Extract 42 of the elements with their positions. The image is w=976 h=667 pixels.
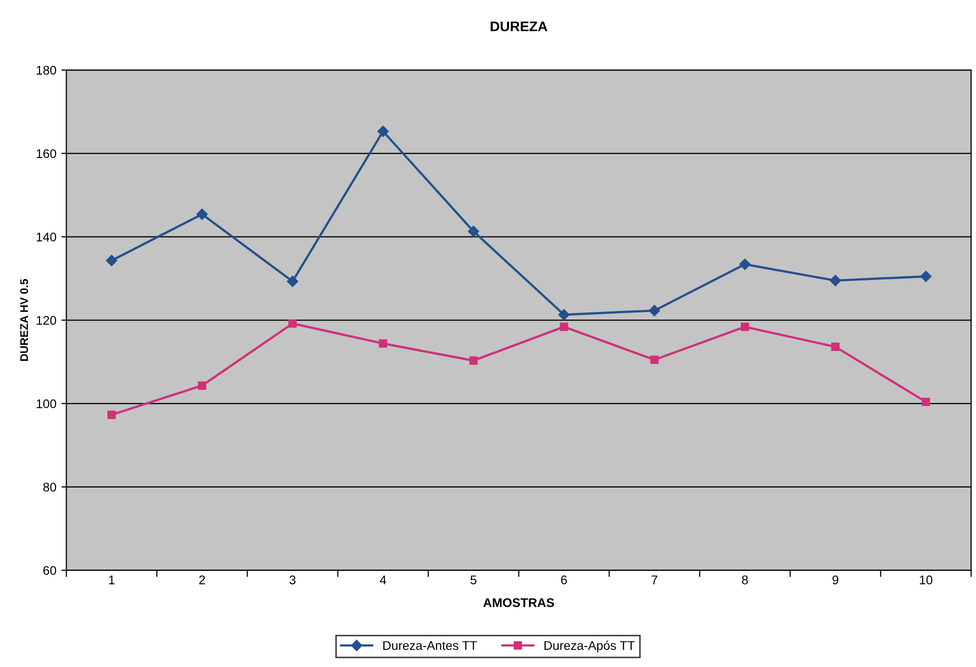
y-tick-label: 80 — [43, 482, 56, 492]
x-tick-label: 3 — [290, 575, 296, 584]
point — [831, 342, 840, 352]
point — [468, 226, 480, 237]
point — [922, 398, 930, 406]
y-tick-label: 180 — [36, 66, 56, 75]
y-tick-label: 60 — [43, 566, 56, 575]
legend-label: Dureza-Após TT — [544, 640, 635, 652]
x-tick-label: 9 — [832, 575, 838, 584]
x-tick-label: 7 — [652, 576, 658, 584]
x-tick-label: 8 — [742, 575, 748, 584]
point — [648, 304, 660, 316]
point — [106, 254, 118, 266]
point — [740, 322, 750, 331]
y-axis-title: DUREZA HV 0.5 — [20, 279, 28, 361]
x-tick-label: 1 — [109, 576, 114, 584]
point — [830, 274, 842, 286]
point — [288, 319, 297, 328]
y-tick-label: 100 — [36, 399, 56, 408]
point — [377, 126, 389, 137]
point — [378, 339, 388, 348]
x-tick-label: 2 — [199, 575, 205, 584]
chart-title: DUREZA — [490, 22, 548, 32]
point — [920, 270, 932, 282]
point — [650, 356, 659, 364]
x-tick-label: 5 — [470, 576, 476, 584]
point — [107, 410, 116, 419]
point — [198, 381, 206, 390]
point — [558, 309, 570, 320]
point — [739, 258, 751, 270]
x-tick-label: 4 — [380, 576, 386, 584]
y-tick-label: 160 — [36, 149, 56, 158]
x-tick-label: 10 — [920, 575, 932, 584]
point — [286, 276, 298, 287]
point — [469, 356, 478, 365]
x-axis-title: AMOSTRAS — [483, 598, 554, 608]
legend-label: Dureza-Antes TT — [383, 641, 477, 650]
point — [196, 208, 208, 220]
y-tick-label: 120 — [36, 316, 56, 325]
y-tick-label: 140 — [36, 232, 56, 242]
x-tick-label: 6 — [561, 575, 567, 584]
point — [560, 322, 568, 331]
